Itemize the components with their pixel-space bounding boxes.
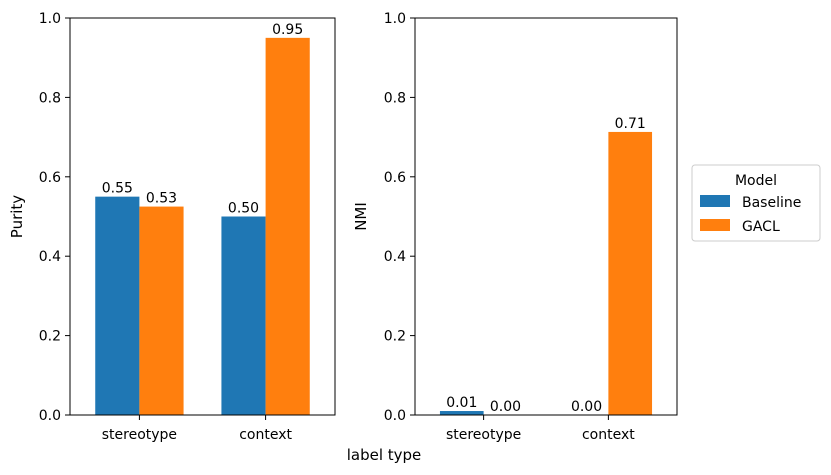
bar-baseline-context bbox=[221, 216, 266, 415]
bar-value-label: 0.01 bbox=[446, 395, 477, 411]
bar-gacl-stereotype bbox=[139, 206, 184, 415]
y-tick-label: 0.8 bbox=[384, 90, 406, 106]
x-tick-label: context bbox=[239, 427, 292, 443]
nmi-chart: 0.01 0.00 0.00 0.71 0.0 0.2 0.4 0.6 0.8 1.0 stereo… bbox=[352, 11, 678, 443]
x-tick-label: stereotype bbox=[102, 427, 177, 443]
legend-swatch-gacl bbox=[700, 219, 730, 231]
bar-gacl-context bbox=[265, 37, 310, 415]
y-tick-label: 0.6 bbox=[39, 170, 61, 186]
y-axis-label: NMI bbox=[352, 202, 370, 231]
x-tick-label: context bbox=[582, 427, 635, 443]
y-tick-label: 0.8 bbox=[39, 90, 61, 106]
legend-title: Model bbox=[735, 173, 777, 189]
y-tick-label: 0.2 bbox=[384, 329, 406, 345]
purity-chart: 0.55 0.50 0.53 0.95 0.0 0.2 0.4 0.6 0.8 1.0 stereo… bbox=[8, 11, 336, 443]
bar-value-label: 0.55 bbox=[102, 181, 133, 197]
y-tick-label: 1.0 bbox=[384, 11, 406, 27]
y-axis-label: Purity bbox=[8, 195, 26, 239]
y-tick-label: 0.2 bbox=[39, 329, 61, 345]
legend-label-baseline: Baseline bbox=[742, 195, 801, 211]
axes-frame bbox=[414, 17, 678, 416]
bar-value-label: 0.95 bbox=[272, 22, 303, 38]
x-tick-label: stereotype bbox=[446, 427, 521, 443]
bar-gacl-context bbox=[608, 131, 653, 415]
bar-value-label: 0.00 bbox=[571, 399, 602, 415]
legend-label-gacl: GACL bbox=[742, 219, 780, 235]
bar-value-label: 0.50 bbox=[228, 201, 259, 217]
bar-value-label: 0.53 bbox=[146, 191, 177, 207]
y-tick-label: 0.4 bbox=[39, 249, 61, 265]
legend-swatch-baseline bbox=[700, 195, 730, 207]
shared-x-axis-label: label type bbox=[347, 446, 422, 464]
y-tick-label: 0.4 bbox=[384, 249, 406, 265]
legend: Model Baseline GACL bbox=[691, 164, 821, 242]
bar-baseline-stereotype bbox=[95, 196, 140, 415]
bar-baseline-stereotype bbox=[439, 411, 484, 415]
y-tick-label: 0.0 bbox=[384, 408, 406, 424]
axes-frame bbox=[69, 17, 336, 416]
bar-value-label: 0.71 bbox=[615, 116, 646, 132]
y-tick-label: 0.0 bbox=[39, 408, 61, 424]
bar-value-label: 0.00 bbox=[490, 399, 521, 415]
y-tick-label: 0.6 bbox=[384, 170, 406, 186]
y-tick-label: 1.0 bbox=[39, 11, 61, 27]
